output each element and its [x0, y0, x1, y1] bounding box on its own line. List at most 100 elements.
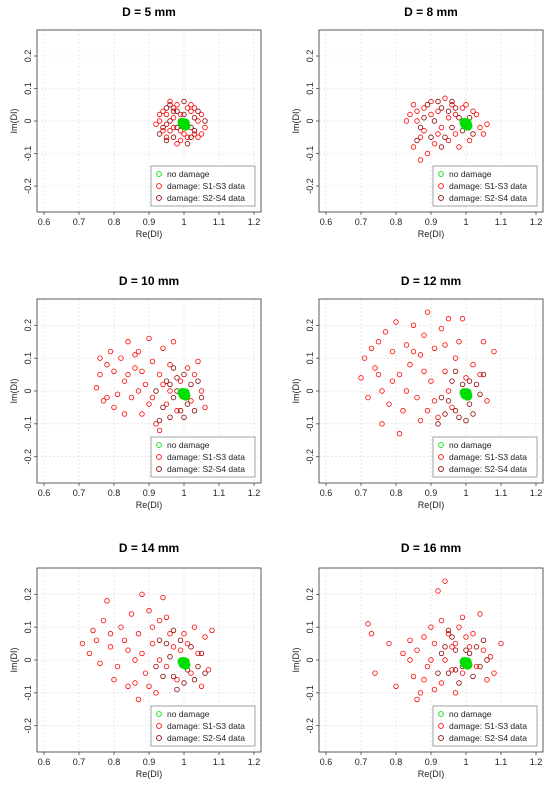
data-point-s2-s4: [438, 144, 445, 150]
legend-marker: [438, 711, 444, 717]
data-point-s1-s3: [156, 617, 163, 624]
data-point-s1-s3: [153, 421, 159, 427]
x-axis-label: Re(DI): [418, 769, 445, 779]
legend-marker: [438, 723, 444, 729]
x-tick-label: 1.1: [495, 488, 508, 498]
data-point-s1-s3: [191, 624, 198, 630]
data-point-s2-s4: [181, 680, 187, 686]
data-point-s1-s3: [132, 352, 138, 358]
chart-title: D = 10 mm: [119, 274, 179, 288]
data-point-s1-s3: [128, 394, 135, 401]
x-tick-label: 1.2: [248, 217, 261, 227]
data-point-s1-s3: [177, 137, 184, 144]
data-point-s1-s3: [156, 657, 163, 663]
y-tick-label: 0.1: [23, 621, 33, 634]
data-point-s1-s3: [410, 102, 417, 108]
data-point-s1-s3: [410, 144, 417, 150]
legend-entry: no damage: [167, 709, 210, 719]
legend-entry: no damage: [449, 709, 492, 719]
data-point-s2-s4: [170, 627, 177, 634]
y-tick-label: -0.1: [305, 685, 315, 701]
data-point-s2-s4: [167, 381, 173, 388]
y-axis-label: Im(DI): [9, 648, 19, 673]
data-point-s1-s3: [170, 124, 177, 131]
data-point-s2-s4: [466, 650, 473, 657]
data-point-s1-s3: [414, 108, 420, 114]
legend-marker: [438, 183, 444, 189]
data-point-s1-s3: [452, 131, 459, 137]
data-point-s2-s4: [160, 673, 166, 680]
data-point-s2-s4: [452, 667, 459, 673]
data-point-s1-s3: [97, 660, 103, 666]
y-tick-label: 0: [23, 118, 33, 123]
data-point-s1-s3: [93, 385, 100, 391]
data-point-s1-s3: [445, 115, 452, 121]
data-point-s1-s3: [421, 128, 427, 134]
data-point-s1-s3: [163, 134, 170, 140]
data-point-s1-s3: [160, 594, 166, 601]
data-point-s1-s3: [163, 614, 170, 620]
y-tick-label: -0.2: [305, 449, 315, 465]
data-point-s1-s3: [417, 690, 424, 696]
data-point-s1-s3: [456, 144, 462, 150]
data-point-s2-s4: [421, 115, 427, 121]
data-point-s1-s3: [93, 637, 100, 643]
data-point-s1-s3: [459, 316, 466, 322]
data-point-s1-s3: [407, 111, 413, 118]
data-point-s1-s3: [114, 663, 121, 670]
data-point-s2-s4: [195, 378, 201, 384]
data-point-s1-s3: [498, 640, 504, 647]
data-point-s2-s4: [188, 381, 194, 388]
data-point-s2-s4: [195, 108, 201, 114]
data-point-s2-s4: [435, 670, 441, 676]
data-point-s1-s3: [463, 634, 469, 640]
data-point-s1-s3: [424, 408, 431, 414]
data-point-s1-s3: [135, 631, 142, 637]
data-point-s2-s4: [177, 637, 184, 643]
x-tick-label: 0.9: [425, 217, 438, 227]
x-tick-label: 1.1: [213, 217, 226, 227]
data-point-s2-s4: [473, 381, 480, 388]
y-tick-label: 0.1: [305, 352, 315, 365]
data-point-s2-s4: [160, 124, 166, 131]
legend-marker: [438, 466, 444, 472]
data-point-s1-s3: [111, 677, 117, 683]
data-point-s1-s3: [421, 677, 427, 683]
data-point-s1-s3: [421, 634, 427, 640]
data-point-s1-s3: [470, 108, 476, 114]
data-point-s1-s3: [146, 401, 152, 407]
x-tick-label: 0.8: [390, 217, 403, 227]
data-point-s2-s4: [480, 371, 487, 378]
data-point-s2-s4: [170, 134, 177, 140]
x-tick-label: 0.9: [425, 757, 438, 767]
data-point-s1-s3: [188, 102, 194, 108]
x-axis-label: Re(DI): [136, 229, 163, 239]
data-point-s2-s4: [470, 411, 476, 417]
data-point-s1-s3: [400, 650, 406, 657]
data-point-s2-s4: [442, 411, 448, 417]
legend-entry: no damage: [449, 169, 492, 179]
plot-frame: [36, 298, 262, 484]
data-point-s1-s3: [167, 631, 173, 637]
data-point-s1-s3: [414, 696, 420, 703]
data-point-s1-s3: [149, 640, 156, 647]
data-point-no-damage: [180, 388, 190, 398]
data-point-s1-s3: [417, 352, 424, 358]
data-point-s1-s3: [160, 128, 166, 134]
y-tick-label: 0.2: [305, 50, 315, 63]
data-point-s2-s4: [466, 378, 473, 384]
data-point-s1-s3: [386, 401, 392, 407]
chart-title: D = 14 mm: [119, 541, 179, 555]
data-point-s1-s3: [195, 134, 201, 140]
data-point-s1-s3: [191, 105, 198, 111]
data-point-s1-s3: [470, 631, 476, 637]
y-axis-label: Im(DI): [291, 648, 301, 673]
legend-marker: [438, 735, 444, 741]
y-tick-label: -0.1: [305, 416, 315, 432]
data-point-s1-s3: [181, 131, 187, 137]
x-tick-label: 1: [463, 217, 468, 227]
data-point-s1-s3: [372, 670, 378, 676]
data-point-s2-s4: [177, 408, 184, 414]
data-point-s2-s4: [174, 124, 180, 131]
data-point-s1-s3: [100, 617, 107, 624]
